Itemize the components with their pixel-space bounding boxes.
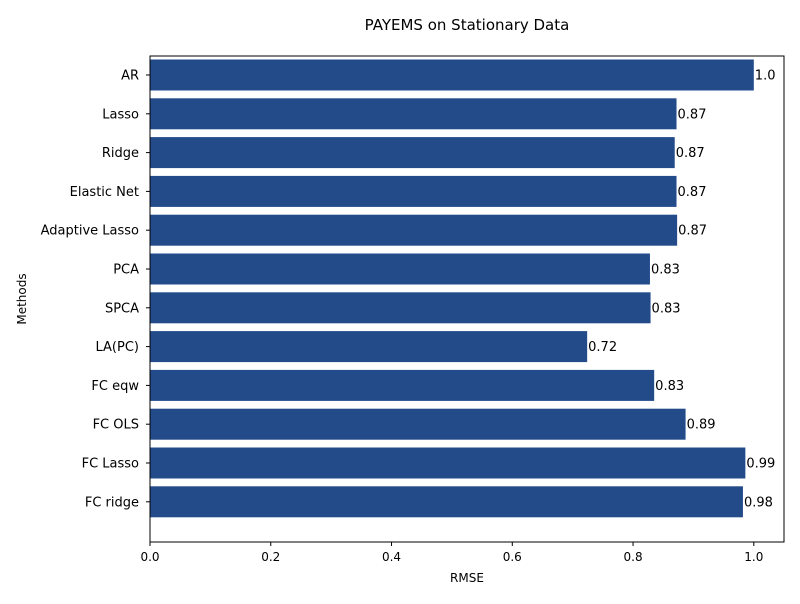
bar [150, 59, 754, 91]
x-tick-label: 1.0 [744, 550, 763, 564]
bar-value-label: 0.83 [655, 379, 684, 394]
bar-value-label: 0.87 [678, 185, 707, 200]
bar-value-label: 1.0 [755, 69, 776, 84]
y-tick-label: PCA [113, 263, 139, 278]
y-tick-label: FC ridge [85, 495, 139, 510]
y-tick-label: Ridge [102, 146, 139, 161]
chart-title: PAYEMS on Stationary Data [365, 16, 570, 34]
y-tick-label: FC Lasso [82, 457, 139, 472]
bar [150, 175, 677, 207]
x-tick-label: 0.6 [503, 550, 522, 564]
bar [150, 98, 677, 130]
bar-value-label: 0.87 [678, 224, 707, 239]
y-tick-label: LA(PC) [96, 340, 140, 355]
x-tick-label: 0.4 [382, 550, 401, 564]
x-axis-label: RMSE [450, 571, 484, 585]
y-tick-label: FC eqw [91, 379, 139, 394]
plot-frame [149, 55, 785, 543]
bar [150, 331, 588, 363]
bar-value-label: 0.72 [588, 340, 617, 355]
bar [150, 214, 678, 246]
value-labels-layer: 1.0 0.87 0.87 0.87 0.87 0.83 0.83 0.72 0.83 0.89 0… [588, 69, 775, 511]
bar-value-label: 0.98 [744, 495, 773, 510]
y-tick-label: AR [121, 69, 139, 84]
bar [150, 253, 650, 285]
bar-value-label: 0.87 [678, 107, 707, 122]
x-tick-label: 0.2 [261, 550, 280, 564]
bar [150, 408, 686, 440]
bar [150, 137, 675, 169]
y-tick-label: SPCA [105, 301, 139, 316]
bar [150, 447, 746, 479]
bar [150, 486, 743, 518]
bar [150, 292, 651, 324]
x-tick-layer: 0.0 0.2 0.4 0.6 0.8 1.0 [140, 542, 763, 564]
y-tick-label: FC OLS [93, 418, 139, 433]
y-tick-label: Elastic Net [70, 185, 139, 200]
bar [150, 369, 655, 401]
y-tick-layer: AR Lasso Ridge Elastic Net Adaptive Lasso PCA… [41, 69, 150, 510]
x-tick-label: 0.0 [140, 550, 159, 564]
bar-value-label: 0.87 [676, 146, 705, 161]
x-tick-label: 0.8 [624, 550, 643, 564]
bar-value-label: 0.89 [687, 418, 716, 433]
y-tick-label: Adaptive Lasso [41, 224, 139, 239]
bar-value-label: 0.83 [652, 301, 681, 316]
y-axis-label: Methods [15, 273, 29, 324]
y-tick-label: Lasso [102, 107, 139, 122]
bar-value-label: 0.83 [651, 263, 680, 278]
bar-value-label: 0.99 [746, 457, 775, 472]
bars-layer [150, 59, 754, 518]
